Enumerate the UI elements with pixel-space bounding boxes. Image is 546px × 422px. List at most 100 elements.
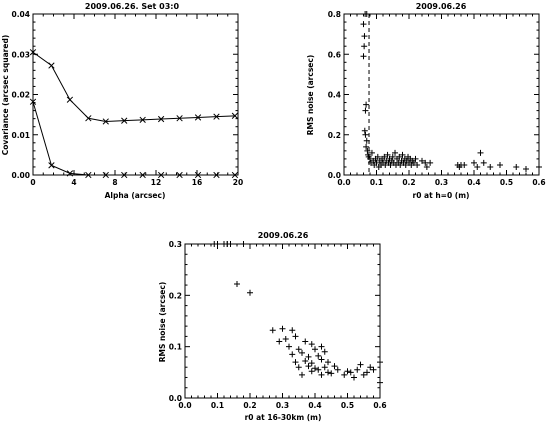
x-marker xyxy=(102,171,109,179)
x-tick-label: 0.5 xyxy=(500,178,513,187)
plus-marker xyxy=(247,289,253,296)
x-tick-label: 0.4 xyxy=(308,401,321,410)
plus-marker xyxy=(234,281,240,288)
plus-marker xyxy=(302,338,309,345)
x-marker xyxy=(194,171,202,179)
rms-noise-ground-panel: 2009.06.26 0.0 0.1 0.2 0.3 0.4 0.5 0.60.00.20.… xyxy=(306,2,546,200)
plus-marker xyxy=(373,159,380,166)
y-axis-label: Covariance (arcsec squared) xyxy=(1,35,10,155)
plus-marker xyxy=(399,151,406,158)
plus-marker xyxy=(523,165,529,172)
x-tick-label: 0.3 xyxy=(276,401,289,410)
plus-marker xyxy=(363,11,370,17)
series-line xyxy=(32,101,235,176)
plus-marker xyxy=(362,107,369,114)
plus-marker xyxy=(361,127,368,134)
x-marker xyxy=(139,171,146,179)
plus-marker xyxy=(402,161,409,168)
plus-marker xyxy=(381,153,388,160)
series-layer xyxy=(211,241,383,386)
x-marker xyxy=(29,49,37,56)
plus-marker xyxy=(387,161,394,168)
plus-marker xyxy=(351,374,357,381)
x-marker xyxy=(85,115,92,122)
plus-marker xyxy=(321,348,328,355)
y-tick-label: 0.00 xyxy=(11,171,30,180)
x-marker xyxy=(139,116,146,124)
plus-marker xyxy=(361,43,368,50)
plus-marker xyxy=(308,360,315,367)
plus-marker xyxy=(363,143,370,150)
plus-marker xyxy=(331,363,338,370)
x-marker xyxy=(157,171,165,179)
plus-marker xyxy=(471,159,477,166)
plus-marker xyxy=(214,241,221,247)
x-marker xyxy=(213,171,220,179)
plus-marker xyxy=(312,365,318,372)
series-layer xyxy=(29,49,239,179)
axis-ticks: 0 4 8 12 16 20 0.00 0.01 0.02 0.03 0.04 xyxy=(11,10,243,187)
chart-title: 2009.06.26 xyxy=(258,231,309,240)
plus-marker xyxy=(419,157,425,164)
plus-marker xyxy=(427,159,434,166)
plus-marker xyxy=(360,371,367,378)
x-tick-label: 4 xyxy=(71,178,76,187)
x-tick-label: 0.5 xyxy=(341,401,354,410)
plus-marker xyxy=(325,369,331,376)
plus-marker xyxy=(364,369,370,376)
plus-marker xyxy=(397,161,404,168)
y-axis-label: RMS noise (arcsec) xyxy=(158,282,167,363)
plus-marker xyxy=(334,366,341,373)
x-marker xyxy=(48,162,55,169)
plus-marker xyxy=(382,161,389,168)
x-tick-label: 0.0 xyxy=(337,178,350,187)
y-tick-label: 0.0 xyxy=(169,394,182,403)
x-tick-label: 0.6 xyxy=(373,401,386,410)
x-tick-label: 0.1 xyxy=(211,401,224,410)
plus-marker xyxy=(370,366,377,373)
plus-marker xyxy=(361,33,368,40)
plus-marker xyxy=(341,371,348,378)
y-tick-label: 0.2 xyxy=(328,131,341,140)
y-tick-label: 0.6 xyxy=(328,50,341,59)
y-tick-label: 0.8 xyxy=(328,10,341,19)
y-tick-label: 0.02 xyxy=(11,91,30,100)
x-marker xyxy=(121,117,128,124)
rms-noise-high-altitude-panel: 2009.06.26 0.0 0.1 0.2 0.3 0.4 0.5 0.60.00.10.… xyxy=(158,231,387,422)
plus-marker xyxy=(292,333,299,340)
y-tick-label: 0.01 xyxy=(11,131,30,140)
plus-marker xyxy=(299,371,305,378)
plus-marker xyxy=(347,369,354,376)
x-marker xyxy=(231,112,239,119)
y-axis-label: RMS noise (arcsec) xyxy=(306,55,315,136)
plus-marker xyxy=(367,364,374,371)
plus-marker xyxy=(480,159,487,166)
plus-marker xyxy=(461,161,468,168)
x-tick-label: 12 xyxy=(151,178,161,187)
x-axis-label: Alpha (arcsec) xyxy=(105,191,166,200)
plot-frame xyxy=(32,13,239,176)
plus-marker xyxy=(474,163,481,170)
x-marker xyxy=(194,114,202,121)
plot-frame xyxy=(343,13,540,176)
plus-marker xyxy=(227,241,234,247)
x-axis-label: r0 at h=0 (m) xyxy=(413,191,470,200)
plus-marker xyxy=(384,151,391,158)
x-tick-label: 0 xyxy=(30,178,35,187)
series-line xyxy=(32,51,235,122)
axis-ticks: 0.0 0.1 0.2 0.3 0.4 0.5 0.6 0.0 0.2 0.4 0.6 0.8 xyxy=(328,10,546,187)
x-tick-label: 16 xyxy=(192,178,202,187)
plus-marker xyxy=(328,370,335,377)
plus-marker xyxy=(536,163,542,170)
x-marker xyxy=(29,98,37,105)
x-tick-label: 0.6 xyxy=(532,178,545,187)
x-tick-label: 0.2 xyxy=(243,401,256,410)
plus-marker xyxy=(513,163,520,170)
plus-marker xyxy=(276,338,283,345)
plus-marker xyxy=(487,163,494,170)
plus-marker xyxy=(295,364,302,371)
plus-marker xyxy=(354,366,361,373)
x-tick-label: 0.3 xyxy=(435,178,448,187)
plus-marker xyxy=(414,161,421,168)
plus-marker xyxy=(367,155,373,162)
